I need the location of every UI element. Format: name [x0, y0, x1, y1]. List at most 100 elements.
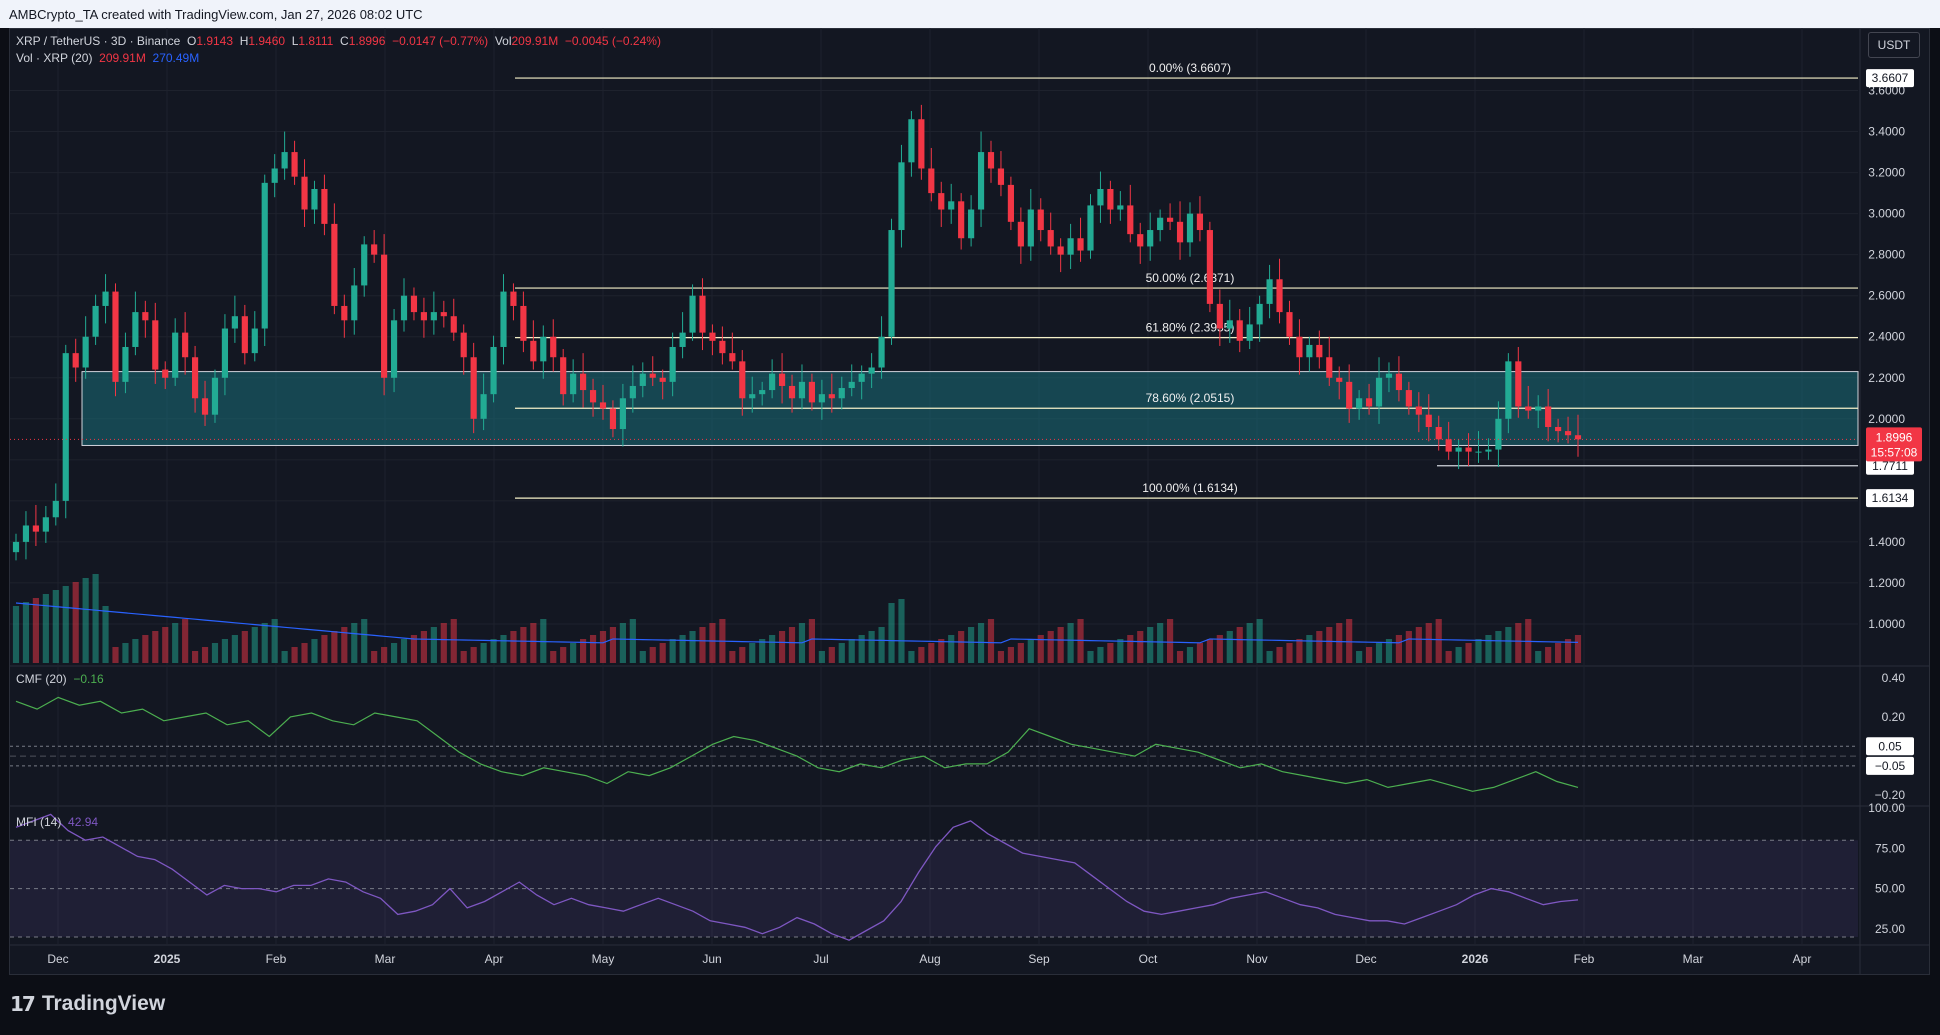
tradingview-logo[interactable]: 17 TradingView	[10, 992, 165, 1016]
volume-bar	[490, 639, 497, 663]
volume-bar	[450, 619, 457, 663]
volume-bar	[12, 606, 20, 663]
symbol-label[interactable]: XRP / TetherUS · 3D · Binance	[16, 34, 181, 48]
chart-frame[interactable]	[9, 28, 1930, 975]
volume-bar	[699, 627, 706, 663]
candle-body	[689, 295, 696, 333]
volume-bar	[659, 643, 666, 663]
candle-body	[460, 332, 467, 358]
candle-body	[1425, 414, 1432, 427]
volume-bar	[619, 623, 626, 663]
price-axis-label: 1.2000	[1868, 576, 1905, 590]
time-axis-label: Feb	[1574, 952, 1595, 966]
volume-bar	[122, 643, 129, 663]
candle-body	[1356, 398, 1363, 409]
price-tag-label: 1.6134	[1872, 491, 1909, 505]
candle-body	[22, 525, 30, 542]
candle-body	[948, 201, 955, 210]
volume-bar	[818, 651, 825, 663]
volume-ma-value: 270.49M	[152, 51, 200, 65]
volume-bar	[1007, 647, 1014, 663]
cmf-legend: CMF (20) −0.16	[16, 672, 104, 686]
high-label: H	[239, 34, 249, 48]
price-tag	[1866, 69, 1914, 88]
candle-body	[1037, 209, 1044, 231]
volume-bar	[1057, 627, 1064, 663]
candle-body	[1435, 427, 1442, 440]
time-axis-label: Sep	[1028, 952, 1050, 966]
volume-bar	[1375, 643, 1383, 663]
candle-body	[112, 291, 119, 382]
candle-body	[808, 381, 816, 403]
volume-bar	[1316, 631, 1323, 663]
cmf-study-label[interactable]: CMF (20)	[16, 672, 67, 686]
high-value: 1.9460	[248, 34, 286, 48]
volume-bar	[500, 635, 507, 663]
candle-body	[1206, 230, 1213, 304]
candle-body	[52, 500, 59, 518]
volume-bar	[570, 643, 577, 663]
volume-bar	[430, 627, 437, 663]
volume-bar	[410, 635, 418, 663]
volume-bar	[828, 647, 835, 663]
mfi-line	[15, 813, 1579, 941]
candle-body	[1495, 418, 1502, 450]
candle-body	[410, 295, 418, 313]
price-tag-label: 3.6607	[1872, 71, 1909, 85]
tradingview-logo-icon: 17	[10, 992, 36, 1016]
volume-bar	[1346, 619, 1353, 663]
volume-bar	[1495, 631, 1502, 663]
volume-bar	[1485, 635, 1492, 663]
volume-bar	[1226, 631, 1233, 663]
volume-study-label[interactable]: Vol · XRP (20)	[16, 51, 93, 65]
candle-body	[1256, 303, 1263, 325]
volume-bar	[560, 647, 567, 663]
candle-body	[1445, 439, 1452, 452]
fib-level-label: 78.60% (2.0515)	[1146, 391, 1235, 405]
volume-bar	[1455, 647, 1462, 663]
volume-bar	[182, 619, 189, 663]
candle-body	[12, 541, 20, 553]
candle-body	[868, 367, 875, 374]
candle-body	[1455, 447, 1462, 452]
volume-bar	[201, 647, 209, 663]
candle-body	[858, 373, 865, 382]
candle-body	[371, 244, 378, 255]
volume-study-value: 209.91M	[99, 51, 146, 65]
volume-bar	[291, 647, 298, 663]
mfi-study-label[interactable]: MFI (14)	[16, 815, 62, 829]
volume-bar	[749, 643, 756, 663]
cmf-line	[15, 696, 1579, 792]
volume-bar	[977, 623, 985, 663]
candle-body	[1336, 377, 1343, 382]
volume-bar	[1465, 643, 1472, 663]
volume-bar	[321, 635, 328, 663]
time-axis-label: 2025	[154, 952, 181, 966]
volume-bar	[241, 631, 248, 663]
volume-bar	[271, 619, 278, 663]
candle-body	[798, 381, 806, 399]
candle-body	[1525, 406, 1532, 411]
candle-body	[440, 312, 447, 317]
candle-body	[1047, 230, 1054, 247]
volume-bar	[1545, 647, 1552, 663]
candle-body	[42, 517, 49, 532]
volume-bar	[759, 639, 766, 663]
volume-bar	[72, 582, 79, 663]
candle-body	[152, 320, 159, 370]
volume-bar	[221, 639, 229, 663]
volume-bar	[1296, 639, 1303, 663]
volume-bar	[460, 651, 467, 663]
candle-body	[659, 377, 666, 382]
volume-bar	[550, 651, 557, 663]
candle-body	[1117, 205, 1124, 210]
top-credit-bar: AMBCrypto_TA created with TradingView.co…	[0, 0, 1940, 28]
currency-button[interactable]: USDT	[1868, 32, 1920, 58]
candle-body	[769, 373, 776, 391]
candle-body	[560, 357, 567, 395]
candle-body	[132, 312, 139, 347]
volume-bar	[301, 643, 308, 663]
candle-body	[1286, 312, 1293, 337]
candle-body	[719, 340, 726, 354]
